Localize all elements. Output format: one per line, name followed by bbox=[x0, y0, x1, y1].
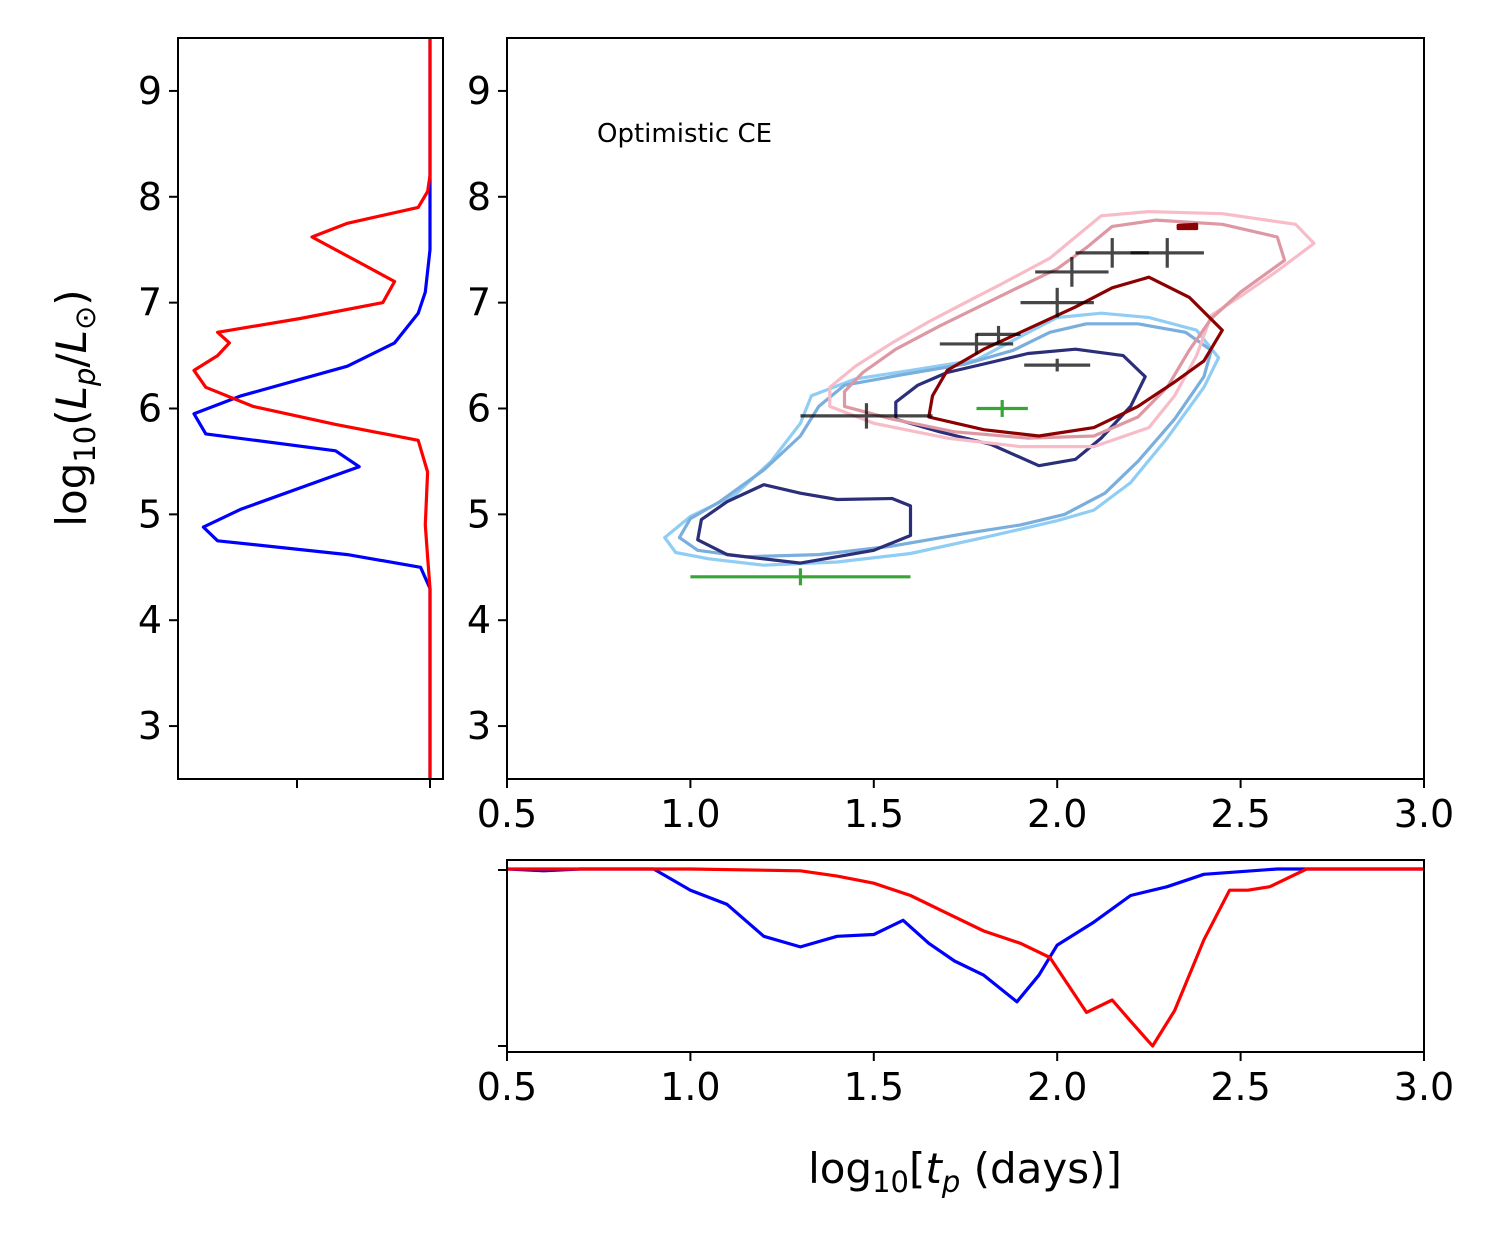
y-tick-label: 9 bbox=[467, 69, 491, 113]
y-tick-label: 5 bbox=[467, 492, 491, 536]
x-tick-label: 2.0 bbox=[1027, 792, 1087, 836]
x-tick-label: 2.0 bbox=[1027, 1065, 1087, 1109]
y-tick-label: 8 bbox=[138, 175, 162, 219]
x-tick-label: 3.0 bbox=[1394, 792, 1454, 836]
bottom-axes-frame bbox=[506, 859, 1425, 1053]
y-tick-label: 5 bbox=[138, 492, 162, 536]
observation-black bbox=[1020, 287, 1094, 318]
observation-black bbox=[939, 333, 1014, 355]
x-tick-label: 0.5 bbox=[477, 1065, 537, 1109]
left-marginal-red-kde bbox=[192, 38, 432, 779]
contour-group bbox=[663, 210, 1316, 567]
x-tick-label: 3.0 bbox=[1394, 1065, 1454, 1109]
x-tick-label: 1.5 bbox=[844, 792, 904, 836]
x-tick-label: 2.5 bbox=[1210, 792, 1270, 836]
x-axis-label: log10[tp (days)] bbox=[808, 1144, 1122, 1199]
contour-blue-outer bbox=[663, 311, 1221, 567]
contour-blue-mid bbox=[677, 322, 1213, 559]
observations-group bbox=[690, 238, 1204, 586]
observation-black bbox=[976, 325, 1021, 343]
x-tick-label: 2.5 bbox=[1210, 1065, 1270, 1109]
contour-red-peak-blob bbox=[1176, 222, 1199, 231]
y-tick-label: 3 bbox=[467, 704, 491, 748]
x-tick-label: 0.5 bbox=[477, 792, 537, 836]
bottom-marginal-curves bbox=[506, 867, 1424, 1048]
observation-black bbox=[1024, 358, 1091, 372]
observation-black bbox=[1130, 238, 1204, 268]
contour-blue-inner-upper bbox=[894, 347, 1147, 468]
main-y-ticks: 3 4 5 6 7 8 9 bbox=[467, 69, 507, 748]
observation-green bbox=[976, 400, 1028, 417]
contour-blue-inner-lower bbox=[696, 483, 913, 565]
bottom-marginal-red-kde bbox=[507, 867, 1424, 1048]
observation-green bbox=[690, 568, 911, 586]
y-tick-label: 6 bbox=[138, 387, 162, 431]
observation-black bbox=[1035, 257, 1109, 287]
y-tick-label: 7 bbox=[138, 281, 162, 325]
y-tick-label: 4 bbox=[138, 598, 162, 642]
bottom-marginal-blue-kde bbox=[506, 867, 1424, 1004]
y-tick-label: 6 bbox=[467, 387, 491, 431]
main-scatter-panel: Optimistic CE 0.5 1.0 1.5 2.0 2.5 3.0 3 4 5 6 7 8 9 bbox=[467, 37, 1454, 836]
observation-black bbox=[800, 403, 933, 429]
left-marginal-blue-kde bbox=[192, 38, 432, 779]
x-tick-label: 1.0 bbox=[660, 1065, 720, 1109]
panel-annotation: Optimistic CE bbox=[597, 119, 772, 149]
left-y-ticks: 3 4 5 6 7 8 9 bbox=[138, 69, 178, 748]
bottom-marginal-panel: 0.5 1.0 1.5 2.0 2.5 3.0 log10[tp (days)] bbox=[477, 859, 1454, 1199]
y-tick-label: 4 bbox=[467, 598, 491, 642]
y-tick-label: 8 bbox=[467, 175, 491, 219]
main-x-ticks: 0.5 1.0 1.5 2.0 2.5 3.0 bbox=[477, 779, 1454, 836]
x-tick-label: 1.5 bbox=[844, 1065, 904, 1109]
x-tick-label: 1.0 bbox=[660, 792, 720, 836]
contour-red-outer bbox=[828, 210, 1316, 449]
left-marginal-curves bbox=[192, 38, 432, 779]
y-tick-label: 9 bbox=[138, 69, 162, 113]
contour-red-mid bbox=[842, 218, 1287, 440]
y-tick-label: 7 bbox=[467, 281, 491, 325]
contour-red-inner bbox=[927, 275, 1224, 438]
y-tick-label: 3 bbox=[138, 704, 162, 748]
bottom-x-ticks: 0.5 1.0 1.5 2.0 2.5 3.0 bbox=[477, 1052, 1454, 1109]
